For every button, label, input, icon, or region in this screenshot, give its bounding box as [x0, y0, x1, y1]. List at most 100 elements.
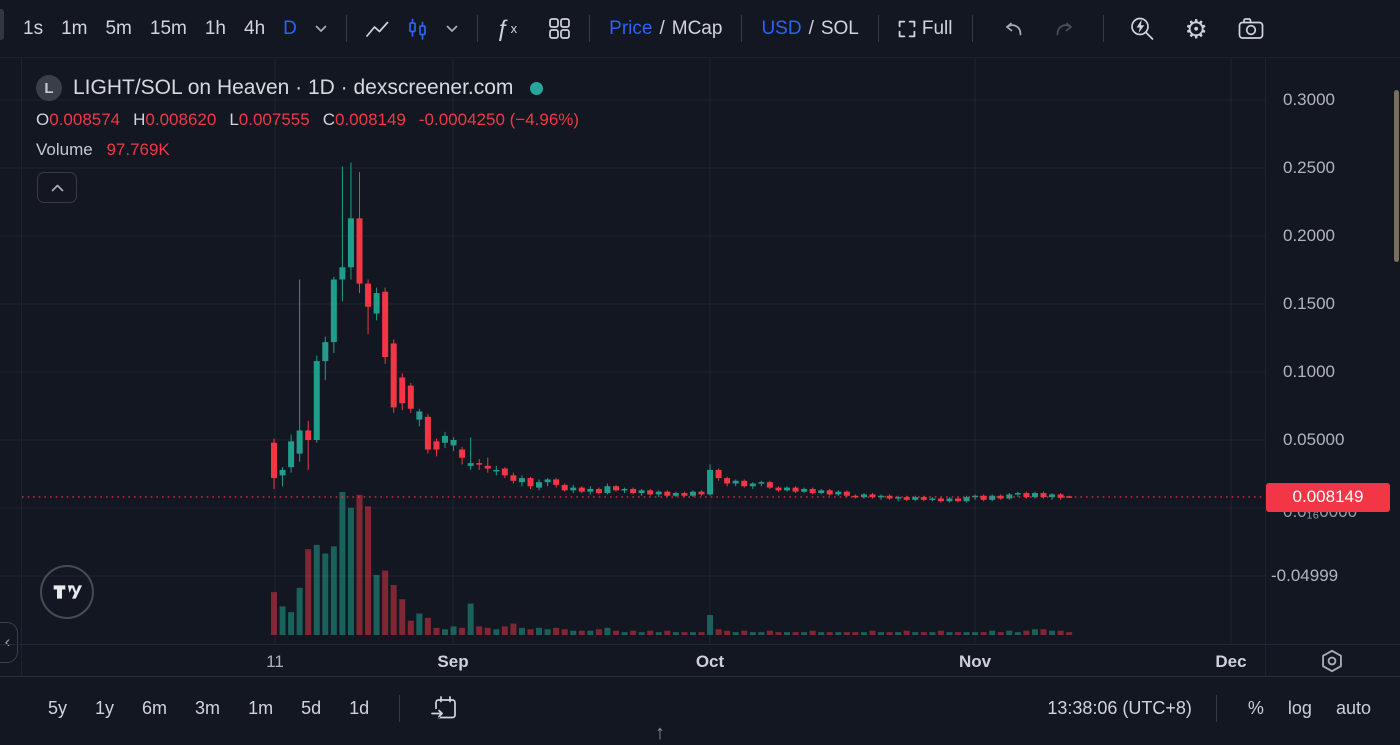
- toolbar-divider: [1215, 694, 1217, 722]
- candlesticks-layer: [271, 162, 1073, 503]
- interval-button-4h[interactable]: 4h: [235, 13, 274, 44]
- left-panel-border: [21, 58, 22, 676]
- fullscreen-label: Full: [921, 18, 953, 39]
- ohlc-c: C0.008149: [322, 110, 406, 129]
- range-button-1m[interactable]: 1m: [240, 694, 281, 722]
- toolbar-divider: [476, 15, 478, 42]
- ohlc-l: L0.007555: [229, 110, 310, 129]
- interval-button-D[interactable]: D: [274, 13, 306, 44]
- range-button-1y[interactable]: 1y: [87, 694, 122, 722]
- interval-button-1h[interactable]: 1h: [196, 13, 235, 44]
- axis-settings-button[interactable]: [1316, 645, 1347, 676]
- candle-chart-type-button[interactable]: [398, 12, 437, 46]
- fullscreen-icon: [898, 20, 916, 38]
- toolbar-divider: [1102, 15, 1104, 42]
- range-button-5d[interactable]: 5d: [293, 694, 329, 722]
- calendar-goto-icon: [431, 695, 458, 722]
- usd-sol-toggle[interactable]: USD / SOL: [752, 13, 867, 44]
- collapse-icon: [51, 184, 64, 192]
- interval-button-group: 1s 1m 5m 15m 1h 4h D: [14, 13, 306, 44]
- chart-legend: L LIGHT/SOL on Heaven · 1D · dexscreener…: [36, 75, 579, 160]
- price-mcap-toggle[interactable]: Price / MCap: [600, 13, 731, 44]
- volume-value: 97.769K: [106, 140, 170, 159]
- range-button-6m[interactable]: 6m: [134, 694, 175, 722]
- time-tick-Oct: Oct: [695, 652, 725, 671]
- line-chart-type-button[interactable]: [357, 13, 398, 45]
- page-scrollbar-thumb[interactable]: [1394, 90, 1399, 262]
- ohlc-o: O0.008574: [36, 110, 121, 129]
- scale-button-group: % log auto: [1241, 694, 1378, 722]
- panel-handle-icon: ‹: [4, 631, 11, 651]
- sol-toggle-inactive: SOL: [820, 18, 859, 39]
- time-tick-11: 11: [266, 652, 284, 671]
- up-arrow-icon: ↑: [655, 722, 665, 744]
- screenshot-button[interactable]: [1229, 11, 1273, 46]
- tv-monogram-icon: [53, 585, 82, 599]
- volume-label: Volume: [36, 140, 93, 159]
- scale-button-percent[interactable]: %: [1241, 694, 1271, 722]
- ohlc-h: H0.008620: [133, 110, 217, 129]
- time-axis[interactable]: 11 Sep Oct Nov Dec: [0, 644, 1400, 677]
- toolbar-divider: [971, 15, 973, 42]
- price-tick--0.04999: -0.04999: [1271, 565, 1339, 585]
- undo-icon: [1000, 19, 1026, 39]
- undo-button[interactable]: [991, 13, 1035, 45]
- fullscreen-button[interactable]: Full: [889, 13, 962, 44]
- time-tick-Sep: Sep: [437, 652, 469, 671]
- interval-button-1s[interactable]: 1s: [14, 13, 52, 44]
- range-button-5y[interactable]: 5y: [40, 694, 75, 722]
- interval-button-1m[interactable]: 1m: [52, 13, 96, 44]
- price-tick-0.1000: 0.1000: [1283, 362, 1335, 381]
- candles-icon: [407, 18, 428, 40]
- price-tick-0.2500: 0.2500: [1283, 158, 1335, 177]
- gear-icon: ⚙: [1184, 13, 1208, 44]
- layout-grid-icon: [549, 18, 571, 39]
- toolbar-clipped-button-edge: [0, 9, 4, 40]
- time-tick-Nov: Nov: [958, 652, 992, 671]
- toolbar-divider: [589, 15, 591, 42]
- interval-menu-chevron[interactable]: [306, 19, 336, 39]
- price-tick-0.1500: 0.1500: [1283, 294, 1335, 313]
- interval-button-5m[interactable]: 5m: [96, 13, 140, 44]
- drawing-panel-handle[interactable]: ‹: [0, 622, 18, 663]
- mcap-toggle-inactive: MCap: [671, 18, 723, 39]
- chart-type-menu-chevron[interactable]: [437, 19, 467, 39]
- toolbar-divider: [399, 694, 401, 722]
- price-axis[interactable]: 0.0₁₆0000 0.008149 0.30000.25000.20000.1…: [1266, 58, 1400, 644]
- price-axis-border: [1265, 58, 1266, 676]
- range-button-group: 5y 1y 6m 3m 1m 5d 1d: [40, 694, 377, 722]
- scale-button-log[interactable]: log: [1281, 694, 1319, 722]
- price-tick-0.2000: 0.2000: [1283, 226, 1335, 245]
- tradingview-logo[interactable]: [40, 565, 94, 619]
- grid-layer: [0, 58, 1265, 644]
- ohlc-values-row: O0.008574 H0.008620 L0.007555 C0.008149 -0.0…: [36, 110, 579, 130]
- volume-row: Volume 97.769K: [36, 140, 579, 160]
- camera-icon: [1238, 17, 1264, 40]
- range-button-1d[interactable]: 1d: [341, 694, 377, 722]
- bottom-toolbar: 5y 1y 6m 3m 1m 5d 1d 13:38:06 (UTC+8): [0, 676, 1400, 739]
- flash-search-icon: [1129, 16, 1155, 42]
- live-status-dot: [530, 81, 544, 95]
- chevron-down-icon: [315, 25, 327, 33]
- interval-button-15m[interactable]: 15m: [141, 13, 196, 44]
- redo-button[interactable]: [1043, 13, 1087, 45]
- symbol-title[interactable]: LIGHT/SOL on Heaven · 1D · dexscreener.c…: [73, 76, 514, 99]
- candlestick-chart-canvas[interactable]: [0, 58, 1400, 676]
- legend-collapse-button[interactable]: [37, 172, 77, 203]
- current-price-badge: 0.008149: [1266, 482, 1390, 512]
- goto-date-button[interactable]: [422, 689, 467, 728]
- session-clock[interactable]: 13:38:06 (UTC+8): [1047, 697, 1192, 718]
- chart-pane[interactable]: L LIGHT/SOL on Heaven · 1D · dexscreener…: [0, 58, 1400, 676]
- range-button-3m[interactable]: 3m: [187, 694, 228, 722]
- flash-search-button[interactable]: [1120, 10, 1164, 48]
- toolbar-divider: [741, 15, 743, 42]
- settings-button[interactable]: ⚙: [1176, 10, 1217, 48]
- scale-button-auto[interactable]: auto: [1329, 694, 1378, 722]
- layout-button[interactable]: [540, 12, 579, 45]
- line-chart-icon: [366, 19, 389, 39]
- price-tick-0.05000: 0.05000: [1283, 430, 1345, 449]
- axis-settings-icon: [1318, 647, 1346, 675]
- volume-bars-layer: [271, 492, 1073, 635]
